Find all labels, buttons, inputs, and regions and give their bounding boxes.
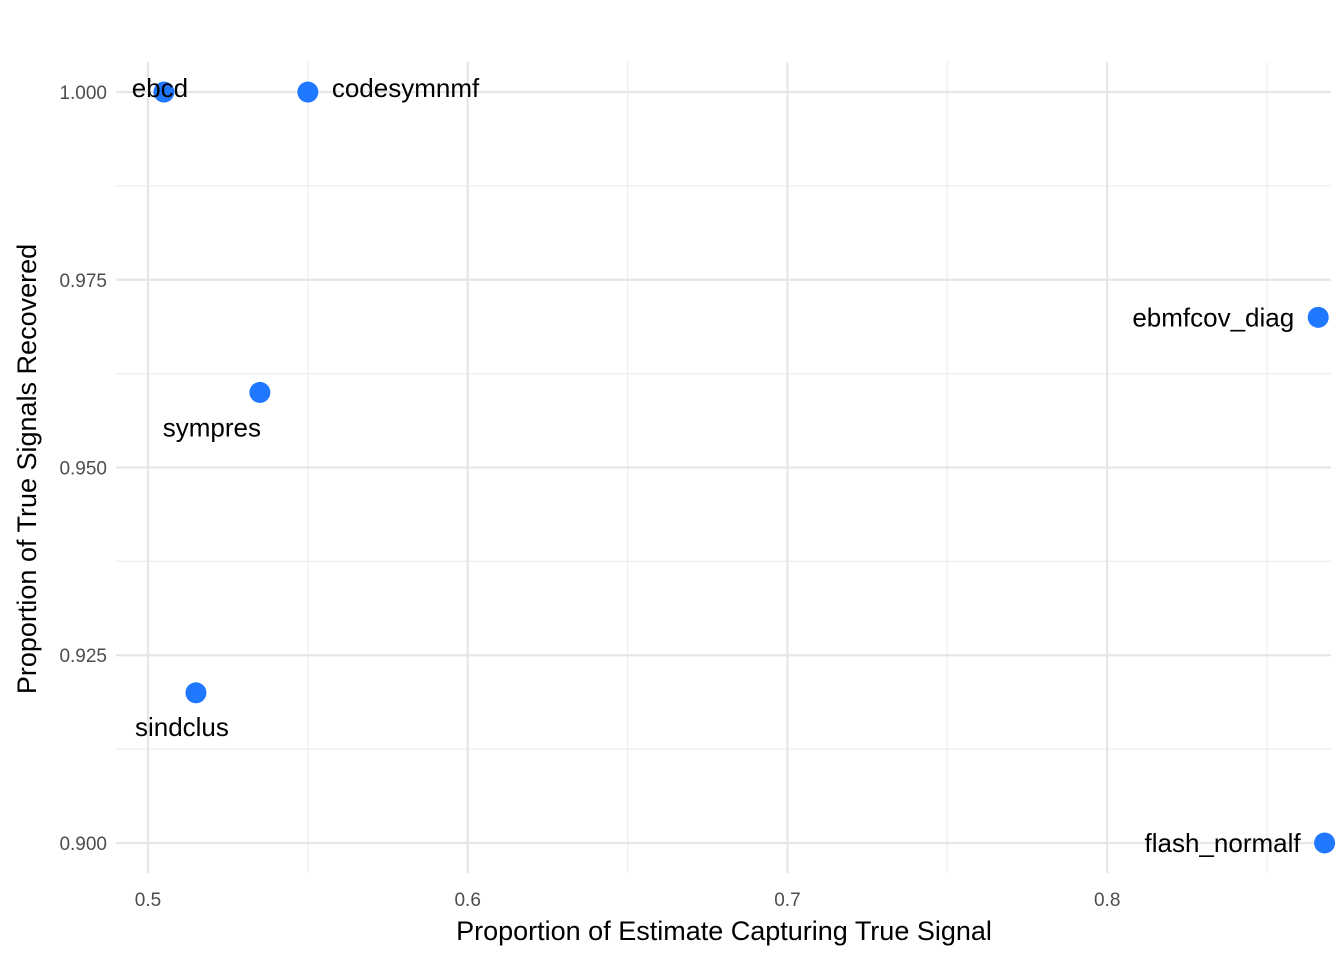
x-tick-label: 0.8 bbox=[1094, 890, 1120, 911]
x-tick-label: 0.6 bbox=[454, 890, 480, 911]
point-label: ebcd bbox=[132, 73, 188, 103]
grid-layer bbox=[116, 62, 1331, 873]
data-point-flash-normalf bbox=[1314, 832, 1336, 854]
y-axis-title: Proportion of True Signals Recovered bbox=[12, 244, 42, 694]
point-label: codesymnmf bbox=[332, 73, 480, 103]
data-point-codesymnmf bbox=[297, 81, 319, 103]
data-point-sindclus bbox=[185, 682, 207, 704]
point-layer bbox=[153, 81, 1336, 854]
data-point-sympres bbox=[249, 381, 271, 403]
tick-label-layer: 0.5 0.6 0.7 0.8 0.900 0.925 0.950 0.975 1.000 bbox=[59, 83, 1120, 911]
data-point-ebcd bbox=[153, 81, 175, 103]
y-tick-label: 0.950 bbox=[59, 459, 107, 480]
point-label: sympres bbox=[163, 412, 261, 442]
x-tick-label: 0.5 bbox=[135, 890, 161, 911]
x-tick-label: 0.7 bbox=[774, 890, 800, 911]
y-tick-label: 0.975 bbox=[59, 271, 107, 292]
point-label: flash_normalf bbox=[1145, 828, 1302, 858]
point-label: ebmfcov_diag bbox=[1132, 302, 1294, 332]
x-axis-title: Proportion of Estimate Capturing True Si… bbox=[456, 916, 992, 946]
point-label-layer: ebcd codesymnmf sympres sindclus ebmfcov_dia… bbox=[132, 73, 1302, 858]
y-tick-label: 0.925 bbox=[59, 646, 107, 667]
y-tick-label: 0.900 bbox=[59, 834, 107, 855]
y-tick-label: 1.000 bbox=[59, 83, 107, 104]
data-point-ebmfcov-diag bbox=[1307, 306, 1329, 328]
point-label: sindclus bbox=[135, 712, 229, 742]
